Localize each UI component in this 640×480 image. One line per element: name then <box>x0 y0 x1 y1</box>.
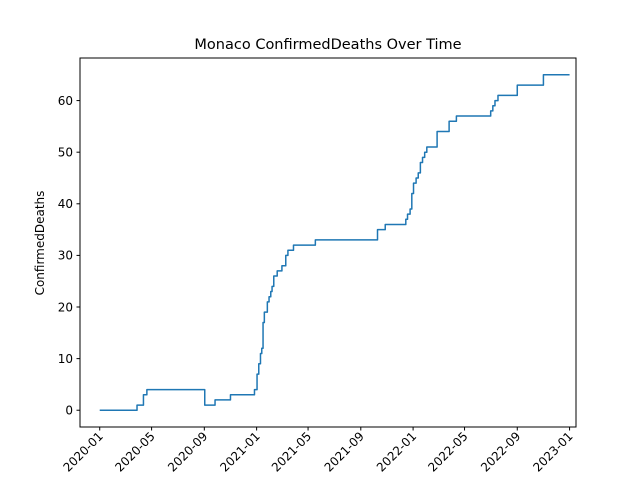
y-tick-label: 40 <box>58 197 73 211</box>
series-layer <box>99 74 570 411</box>
plot-frame <box>79 57 577 428</box>
y-axis-title: ConfirmedDeaths <box>33 191 47 296</box>
chart-title: Monaco ConfirmedDeaths Over Time <box>194 37 461 53</box>
y-tick-label: 50 <box>58 145 73 159</box>
y-tick-label: 30 <box>58 249 73 263</box>
series-line-0 <box>99 74 570 411</box>
y-tick-label: 10 <box>58 352 73 366</box>
y-tick-label: 20 <box>58 300 73 314</box>
y-tick-label: 0 <box>65 404 73 418</box>
y-tick-label: 60 <box>58 94 73 108</box>
